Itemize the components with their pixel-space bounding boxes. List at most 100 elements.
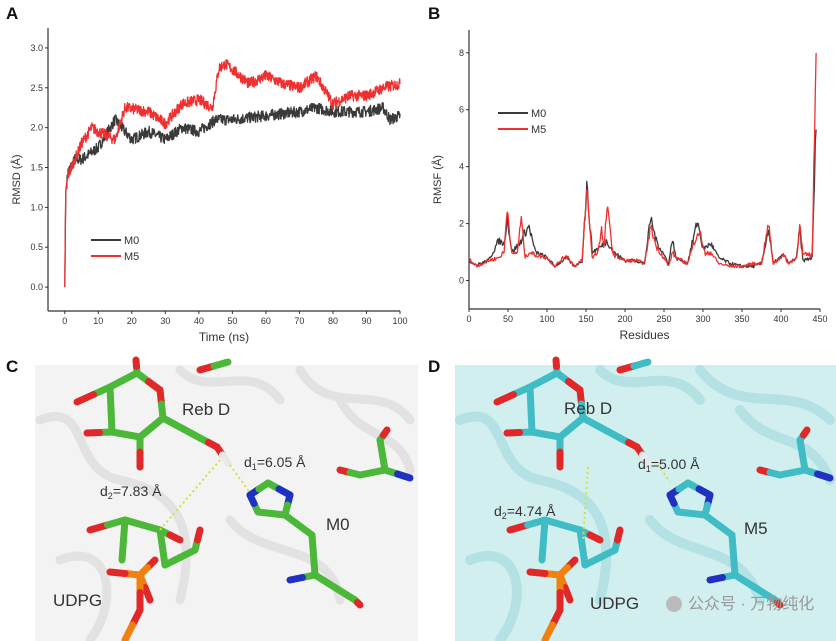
legend-label-m0: M0 (531, 108, 546, 120)
bond-half (107, 406, 116, 436)
bond-half (526, 568, 549, 577)
bond-half (579, 414, 605, 432)
bond-half (552, 356, 560, 370)
bond-half (538, 536, 547, 564)
x-tick-label: 350 (734, 314, 749, 324)
x-tick-label: 250 (656, 314, 671, 324)
y-axis-title: RMSF (Å) (431, 155, 444, 204)
panel-c: Reb D d1=6.05 Å d2=7.83 Å M0 UDPG C (6, 356, 418, 641)
legend-label-m5: M5 (531, 124, 546, 136)
bond-half (106, 568, 129, 577)
bond-half (141, 584, 154, 604)
bond-half (639, 451, 652, 467)
x-tick-label: 40 (194, 316, 204, 326)
bond-half (814, 470, 834, 482)
bond-half (630, 358, 652, 370)
x-tick-label: 50 (503, 314, 513, 324)
x-tick-label: 50 (227, 316, 237, 326)
x-tick-label: 100 (392, 316, 407, 326)
distance-dashed-line (657, 464, 671, 483)
x-tick-label: 200 (617, 314, 632, 324)
panel-a: A 0 10 20 30 40 50 60 70 80 90 100 0.0 0.5 1.0 1.5 2.0 2… (6, 4, 408, 344)
x-axis-title: Time (ns) (199, 330, 249, 344)
bond-half (132, 356, 140, 370)
x-tick-label: 10 (93, 316, 103, 326)
residue-label: M0 (326, 515, 350, 534)
wechat-icon (666, 596, 682, 612)
x-tick-label: 60 (261, 316, 271, 326)
bond-half (751, 584, 779, 604)
x-tick-label: 20 (127, 316, 137, 326)
x-tick-label: 0 (62, 316, 67, 326)
x-tick-label: 30 (160, 316, 170, 326)
y-axis-title: RMSD (Å) (10, 154, 23, 204)
distance-d2-label: d2=4.74 Å (494, 503, 556, 521)
bond-half (586, 531, 604, 544)
panel-b: B 0 50 100 150 200 250 300 350 400 450 0 2 4 6 8 Residu… (428, 4, 828, 342)
distance-d2-label: d2=7.83 Å (100, 483, 162, 501)
y-tick-label: 0 (459, 276, 464, 286)
cofactor-label: UDPG (53, 591, 102, 610)
bond-half (503, 429, 523, 437)
bond-half (178, 424, 204, 442)
y-tick-label: 0.5 (30, 242, 43, 252)
protein-ribbon-c (35, 365, 415, 641)
series-line-m0 (64, 102, 401, 288)
x-tick-label: 150 (578, 314, 593, 324)
panel-label-a: A (6, 4, 18, 23)
bond-half (800, 426, 811, 439)
bond-half (731, 571, 759, 591)
distance-dashed-line (582, 466, 589, 541)
rmsd-chart: 0 10 20 30 40 50 60 70 80 90 100 0.0 0.5 1.0 1.5 2.0 2.5… (10, 28, 408, 344)
residue-label: M5 (744, 519, 768, 538)
molecule-sticks-d (493, 356, 834, 641)
bond-half (311, 571, 339, 591)
protein-background-c (35, 365, 418, 641)
x-tick-label: 80 (328, 316, 338, 326)
watermark: 公众号 · 万物纯化 (688, 595, 814, 613)
molecule-sticks-c (73, 356, 414, 641)
bond-half (194, 526, 204, 544)
bond-half (561, 584, 574, 604)
legend-label-m5: M5 (124, 251, 139, 263)
bond-half (286, 574, 306, 584)
x-axis-title: Residues (619, 328, 669, 342)
bond-half (219, 451, 232, 467)
bond-half (527, 406, 536, 436)
bond-half (493, 391, 517, 406)
legend-label-m0: M0 (124, 235, 139, 247)
y-tick-label: 0.0 (30, 282, 43, 292)
bond-half (666, 491, 678, 507)
y-tick-label: 2.0 (30, 123, 43, 133)
y-tick-label: 2.5 (30, 83, 43, 93)
y-tick-label: 6 (459, 105, 464, 115)
bond-half (121, 621, 136, 641)
bond-half (354, 599, 364, 609)
bond-half (118, 536, 127, 564)
x-tick-label: 450 (812, 314, 827, 324)
rmsf-chart: 0 50 100 150 200 250 300 350 400 450 0 2 4 6 8 Residues… (431, 30, 828, 342)
y-tick-label: 3.0 (30, 43, 43, 53)
bond-half (210, 358, 232, 370)
bond-half (83, 429, 103, 437)
cofactor-label: UDPG (590, 594, 639, 613)
bond-half (166, 531, 184, 544)
panel-label-c: C (6, 357, 18, 376)
bond-half (541, 621, 556, 641)
bond-half (706, 574, 726, 584)
distance-d1-label: d1=6.05 Å (244, 454, 306, 472)
bond-half (614, 526, 624, 544)
y-tick-label: 2 (459, 219, 464, 229)
y-tick-label: 8 (459, 48, 464, 58)
bond-half (73, 391, 97, 406)
panel-label-b: B (428, 4, 440, 23)
panel-label-d: D (428, 357, 440, 376)
y-tick-label: 1.0 (30, 202, 43, 212)
y-tick-label: 4 (459, 162, 464, 172)
series-line-m5 (468, 52, 817, 269)
bond-half (380, 426, 391, 439)
x-tick-label: 70 (294, 316, 304, 326)
series-line-m5 (64, 58, 401, 288)
panel-d: Reb D d1=5.00 Å d2=4.74 Å M5 UDPG 公众号 · … (428, 356, 836, 641)
